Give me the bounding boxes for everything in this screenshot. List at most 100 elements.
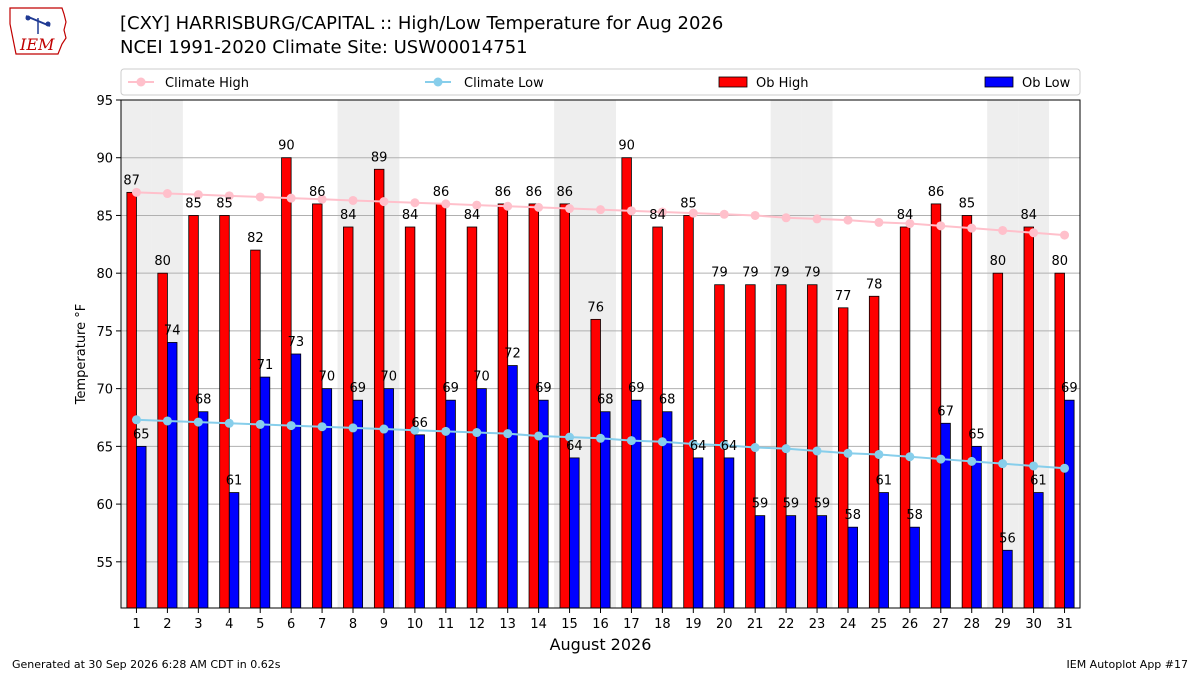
- ob-low-bar: [228, 492, 240, 609]
- x-tick-label: 23: [809, 617, 826, 632]
- ob-high-label: 80: [154, 254, 171, 269]
- ob-low-bar: [754, 515, 766, 609]
- y-tick-label: 90: [96, 152, 113, 167]
- legend-box: [120, 68, 1081, 96]
- climate-low-point: [750, 443, 760, 453]
- climate-low-point: [596, 433, 605, 443]
- ob-high-bar: [219, 215, 230, 609]
- ob-low-label: 69: [350, 381, 367, 396]
- ob-high-bar: [312, 203, 323, 609]
- ob-high-label: 84: [897, 208, 914, 223]
- ob-low-bar: [940, 422, 951, 609]
- ob-low-bar: [816, 515, 828, 609]
- y-tick-label: 65: [96, 440, 113, 455]
- ob-low-label: 61: [1030, 474, 1047, 489]
- x-tick-label: 12: [468, 617, 485, 632]
- ob-high-bar: [683, 215, 694, 609]
- climate-high-point: [286, 193, 296, 203]
- ob-high-bar: [961, 215, 973, 609]
- climate-high-point: [348, 195, 358, 205]
- x-tick-label: 13: [499, 617, 516, 632]
- ob-low-bar: [785, 515, 797, 609]
- autoplot-app-label: IEM Autoplot App #17: [1066, 658, 1189, 671]
- ob-low-bar: [1002, 549, 1013, 609]
- x-tick-label: 18: [654, 617, 671, 632]
- ob-high-label: 90: [618, 139, 635, 154]
- ob-high-bar: [497, 203, 509, 609]
- ob-high-bar: [281, 157, 292, 609]
- x-tick-label: 7: [318, 617, 326, 632]
- climate-low-point: [441, 426, 451, 436]
- ob-high-label: 85: [185, 196, 202, 211]
- ob-high-bar: [250, 249, 261, 609]
- ob-high-bar: [992, 272, 1004, 609]
- x-tick-label: 27: [933, 617, 950, 632]
- climate-low-point: [812, 446, 822, 456]
- ob-high-bar: [343, 226, 354, 609]
- ob-low-label: 65: [133, 427, 150, 442]
- x-tick-label: 14: [530, 617, 547, 632]
- climate-low-point: [503, 429, 513, 439]
- climate-high-point: [162, 189, 172, 199]
- ob-high-label: 79: [742, 266, 759, 281]
- ob-high-bar: [837, 307, 849, 609]
- ob-low-label: 69: [1061, 381, 1078, 396]
- x-tick-label: 22: [778, 617, 795, 632]
- climate-low-point: [162, 416, 172, 426]
- ob-low-label: 71: [257, 358, 274, 373]
- x-tick-label: 16: [592, 617, 609, 632]
- ob-high-label: 79: [711, 266, 728, 281]
- ob-low-label: 70: [380, 370, 397, 385]
- climate-high-point: [255, 192, 265, 202]
- ob-high-label: 86: [526, 185, 543, 200]
- ob-low-label: 70: [319, 370, 336, 385]
- climate-high-point: [503, 201, 513, 211]
- ob-high-label: 86: [556, 185, 573, 200]
- climate-low-point: [224, 418, 234, 428]
- ob-low-label: 64: [721, 439, 738, 454]
- climate-low-point: [1029, 461, 1039, 471]
- x-tick-label: 30: [1025, 617, 1042, 632]
- climate-low-point: [255, 419, 265, 429]
- climate-high-point: [750, 210, 760, 220]
- x-tick-label: 6: [287, 617, 295, 632]
- climate-high-point: [812, 214, 822, 224]
- ob-high-label: 86: [928, 185, 945, 200]
- ob-high-label: 82: [247, 231, 264, 246]
- ob-high-bar: [435, 203, 447, 609]
- ob-low-label: 59: [752, 497, 769, 512]
- ob-high-label: 89: [371, 150, 388, 165]
- y-tick-label: 80: [96, 267, 113, 282]
- ob-high-label: 86: [309, 185, 326, 200]
- ob-high-label: 85: [216, 196, 233, 211]
- ob-low-label: 67: [937, 404, 954, 419]
- ob-high-bar: [466, 226, 478, 609]
- climate-low-point: [1060, 463, 1070, 473]
- climate-low-point: [781, 444, 791, 454]
- climate-low-point: [131, 415, 141, 425]
- generated-timestamp: Generated at 30 Sep 2026 6:28 AM CDT in …: [12, 658, 281, 671]
- y-tick-label: 55: [96, 556, 113, 571]
- ob-high-bar: [373, 168, 385, 609]
- ob-high-label: 86: [495, 185, 512, 200]
- climate-low-point: [565, 432, 575, 442]
- x-tick-label: 21: [747, 617, 764, 632]
- ob-low-label: 70: [473, 370, 490, 385]
- ob-low-bar: [290, 353, 302, 609]
- ob-low-label: 59: [814, 497, 831, 512]
- climate-high-point: [224, 191, 234, 201]
- ob-low-bar: [414, 434, 425, 609]
- ob-high-label: 85: [959, 196, 976, 211]
- climate-high-point: [441, 199, 451, 209]
- ob-low-bar: [909, 526, 920, 609]
- ob-high-bar: [807, 284, 818, 609]
- climate-low-point: [843, 448, 853, 458]
- climate-low-point: [286, 421, 296, 431]
- climate-high-point: [657, 207, 667, 217]
- ob-low-label: 69: [628, 381, 645, 396]
- ob-high-label: 84: [464, 208, 481, 223]
- ob-high-label: 84: [402, 208, 419, 223]
- ob-high-label: 76: [587, 300, 604, 315]
- x-tick-label: 1: [132, 617, 140, 632]
- ob-low-bar: [1064, 399, 1075, 609]
